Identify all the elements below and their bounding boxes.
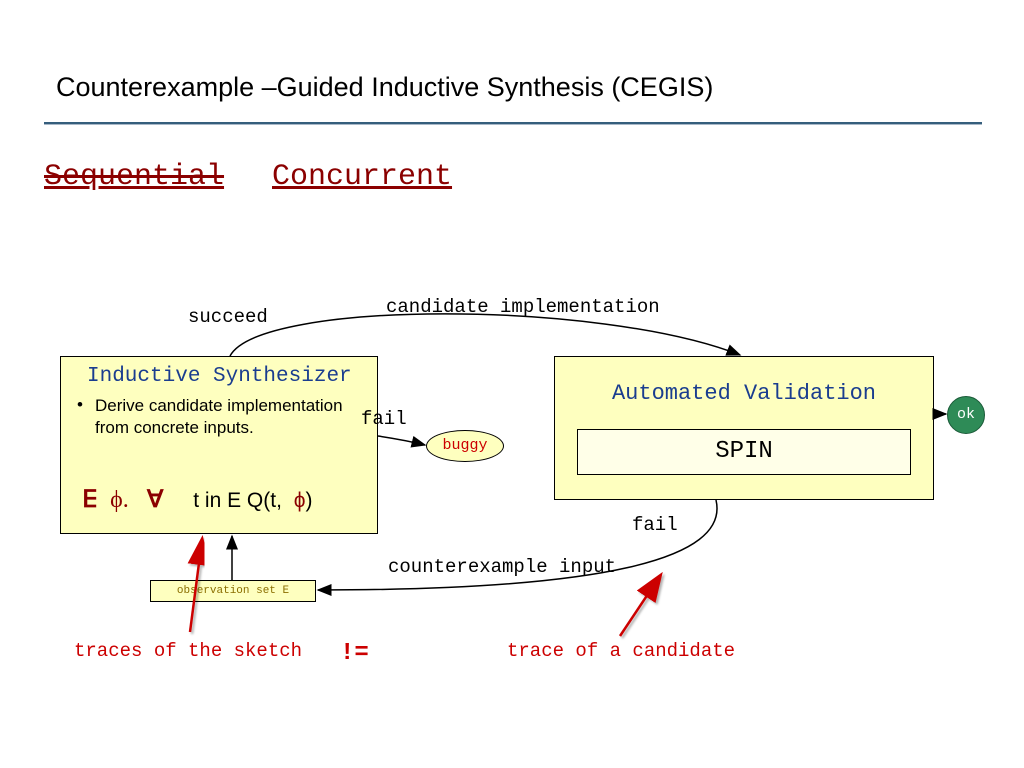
not-eq-annotation: !=	[340, 640, 369, 667]
ok-badge: ok	[947, 396, 985, 434]
candidate-label: candidate implementation	[386, 296, 660, 318]
synth-formula: ∃ ϕ. ∀ t in E Q(t, ϕ)	[83, 485, 313, 514]
divider	[44, 122, 982, 125]
validation-title: Automated Validation	[555, 381, 933, 406]
synth-title: Inductive Synthesizer	[87, 365, 352, 388]
counterexample-label: counterexample input	[388, 556, 616, 578]
traces-sketch-annotation: traces of the sketch	[74, 640, 302, 662]
trace-candidate-annotation: trace of a candidate	[507, 640, 735, 662]
inductive-synthesizer-box: Inductive Synthesizer •Derive candidate …	[60, 356, 378, 534]
synth-bullet: •Derive candidate implementation from co…	[77, 395, 357, 439]
fail-left-label: fail	[361, 408, 407, 430]
tab-sequential: Sequential	[44, 160, 224, 194]
tab-concurrent: Concurrent	[272, 160, 452, 194]
fail-right-label: fail	[632, 514, 678, 536]
page-title: Counterexample –Guided Inductive Synthes…	[56, 72, 713, 103]
observation-set-box: observation set E	[150, 580, 316, 602]
spin-engine-box: SPIN	[577, 429, 911, 475]
automated-validation-box: Automated Validation SPIN	[554, 356, 934, 500]
succeed-label: succeed	[188, 306, 268, 328]
buggy-badge: buggy	[426, 430, 504, 462]
